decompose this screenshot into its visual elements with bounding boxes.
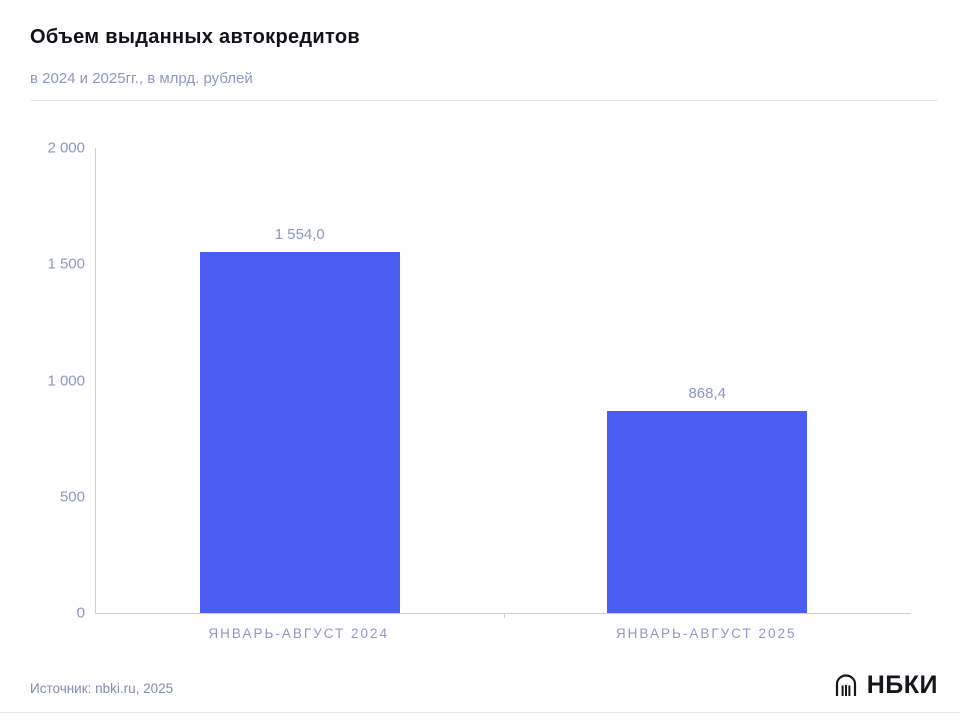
bar (199, 252, 400, 613)
y-axis-ticks: 2 000 1 500 1 000 500 0 (0, 140, 85, 622)
bar-group: 868,4 (504, 148, 912, 613)
bar-group: 1 554,0 (96, 148, 504, 613)
nbki-logo: НБКИ (833, 671, 938, 700)
y-tick-label: 1 000 (47, 372, 85, 389)
nbki-columns-icon (835, 673, 856, 696)
page-title: Объем выданных автокредитов (30, 26, 360, 48)
page-subtitle: в 2024 и 2025гг., в млрд. рублей (30, 70, 253, 87)
y-tick-label: 2 000 (47, 139, 85, 157)
bar (607, 411, 808, 613)
bars-row: 1 554,0 868,4 (96, 148, 911, 613)
bar-value-label: 868,4 (688, 385, 727, 402)
y-tick-label: 0 (76, 604, 85, 622)
x-category-label: ЯНВАРЬ-АВГУСТ 2025 (615, 626, 797, 641)
x-category-label: ЯНВАРЬ-АВГУСТ 2024 (208, 626, 390, 641)
x-axis-center-tick (503, 613, 505, 618)
header-divider (30, 100, 938, 101)
y-tick-label: 1 500 (47, 255, 85, 273)
nbki-logo-text: НБКИ (866, 671, 938, 699)
x-axis-category-labels: ЯНВАРЬ-АВГУСТ 2024 ЯНВАРЬ-АВГУСТ 2025 (95, 626, 910, 641)
bar-value-label: 1 554,0 (274, 226, 325, 243)
source-caption: Источник: nbki.ru, 2025 (30, 681, 174, 696)
bar-chart-plot-area: 1 554,0 868,4 (95, 148, 911, 618)
bottom-divider (0, 712, 960, 713)
y-tick-label: 500 (59, 488, 85, 506)
